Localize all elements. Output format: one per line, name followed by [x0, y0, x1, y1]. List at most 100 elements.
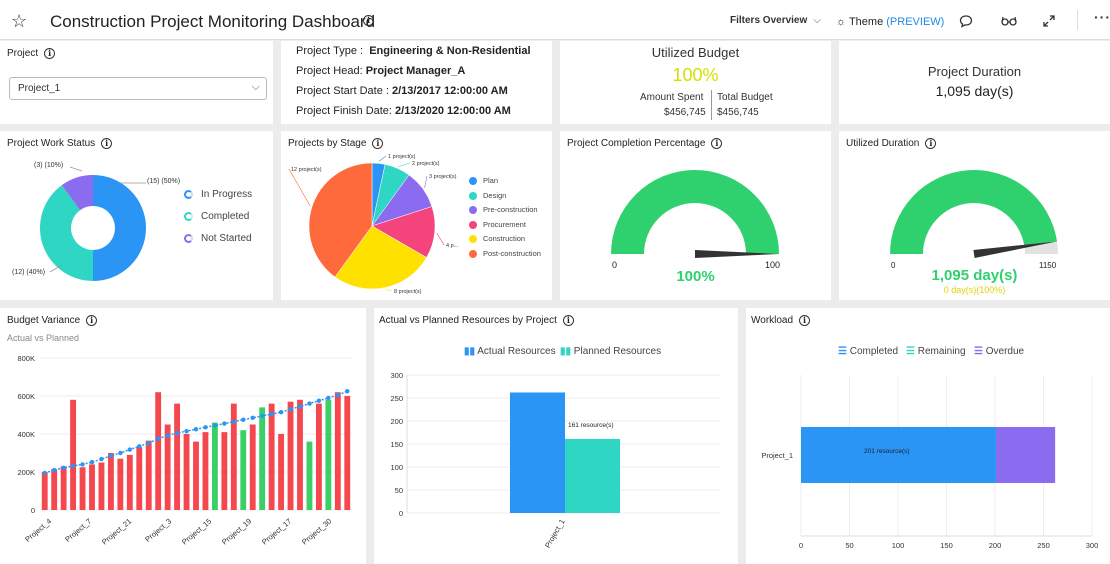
- planned-point: [250, 415, 255, 421]
- planned-point: [212, 423, 218, 428]
- legend-completed-label: Completed: [201, 211, 250, 222]
- legend-design[interactable]: Design: [469, 191, 506, 200]
- info-icon[interactable]: i: [799, 315, 811, 326]
- planned-point: [203, 425, 208, 430]
- legend-plan[interactable]: Plan: [469, 176, 498, 186]
- resource-bar-0: [510, 392, 565, 513]
- donut-slice-0: [93, 175, 146, 281]
- legend-dot-icon: [469, 220, 477, 229]
- stage-leader-line: [385, 289, 393, 292]
- donut-slice-label: (12) (40%): [12, 269, 45, 276]
- gauge-fill-arc: [611, 170, 779, 254]
- budget-bar: [136, 447, 143, 510]
- budget-bar: [297, 399, 303, 510]
- gauge-fill-arc: [890, 170, 1058, 254]
- info-icon[interactable]: i: [562, 315, 574, 326]
- workload-data-label: 201 resource(s): [864, 448, 910, 455]
- legend-completed[interactable]: ☰ Completed: [838, 346, 898, 357]
- y-tick-label: 0: [399, 509, 403, 518]
- workload-chart: 0 50 100 150 200 250 300 201 resource(s) Project…: [761, 375, 1098, 550]
- legend-label: Design: [483, 190, 507, 200]
- info-icon[interactable]: i: [86, 315, 98, 326]
- completion-gauge-min: 0: [612, 260, 618, 270]
- stage-leader-line: [424, 175, 428, 188]
- x-tick-label: 250: [1037, 541, 1050, 550]
- y-tick-label: 200: [390, 417, 403, 426]
- legend-not-started-label: Not Started: [201, 233, 252, 244]
- planned-point: [297, 404, 303, 409]
- budget-bar: [126, 454, 133, 510]
- stage-slice-4: [334, 225, 427, 290]
- planned-point: [89, 459, 95, 465]
- legend-pre-construction[interactable]: Pre-construction: [469, 205, 538, 215]
- more-options-icon[interactable]: ···: [1094, 9, 1110, 25]
- info-icon[interactable]: i: [101, 138, 113, 149]
- stage-leader-line: [288, 168, 311, 207]
- legend-actual-label: Actual Resources: [477, 346, 556, 357]
- y-tick-label: 150: [390, 440, 403, 449]
- bar-chart-icon: ▮▮: [560, 346, 572, 357]
- duration-gauge-title: Utilized Duration i: [846, 138, 937, 149]
- filters-overview-button[interactable]: Filters Overview ⌵: [730, 15, 821, 26]
- project-head-row: Project Head: Project Manager_A: [296, 65, 465, 77]
- budget-bar: [268, 403, 275, 510]
- legend-remaining[interactable]: ☰ Remaining: [906, 346, 966, 357]
- stage-slice-label: 3 project(s): [429, 174, 457, 180]
- legend-actual-resources[interactable]: ▮▮ Actual Resources: [464, 346, 556, 357]
- budget-bar: [334, 392, 341, 510]
- info-icon[interactable]: i: [711, 138, 723, 149]
- legend-dot-icon: [469, 235, 477, 244]
- legend-procurement[interactable]: Procurement: [469, 220, 526, 229]
- planned-point: [184, 428, 189, 434]
- project-selector-title: Project i: [7, 48, 56, 59]
- budget-bar: [325, 399, 332, 510]
- donut-slice-label: (3) (10%): [34, 162, 63, 169]
- legend-post-construction[interactable]: Post-construction: [469, 249, 541, 258]
- bar-chart-icon: ☰: [838, 346, 847, 357]
- legend-dot-icon: [469, 206, 477, 215]
- legend-construction[interactable]: Construction: [469, 234, 525, 244]
- work-status-card: Project Work Status i (15) (50%) (12) (40%…: [0, 131, 273, 300]
- glasses-icon[interactable]: [1001, 15, 1017, 27]
- project-select-value: Project_1: [18, 83, 61, 94]
- budget-bar: [79, 467, 86, 510]
- completion-gauge-card: Project Completion Percentage i 0 100 100…: [560, 131, 831, 300]
- header-divider: [1077, 10, 1078, 30]
- y-tick-label: 0: [31, 506, 35, 515]
- y-tick-label: 600K: [17, 392, 35, 401]
- resources-chart: 0 50 100 150 200 250 300 161 resource(s) Project…: [390, 371, 720, 549]
- filters-overview-label: Filters Overview: [730, 15, 808, 26]
- x-tick-label: 50: [845, 541, 853, 550]
- project-select[interactable]: Project_1 ⌵: [9, 77, 267, 100]
- budget-bar: [287, 401, 294, 510]
- project-info-card: Project Type : Engineering & Non-Residen…: [281, 41, 552, 124]
- budget-bar: [107, 453, 114, 510]
- work-status-title-text: Project Work Status: [7, 138, 96, 150]
- duration-gauge-min: 0: [891, 261, 896, 270]
- legend-not-started[interactable]: Not Started: [184, 233, 252, 244]
- stage-leader-line: [378, 155, 387, 162]
- donut-slice-2: [61, 175, 93, 211]
- legend-label: Post-construction: [483, 248, 541, 258]
- planned-point: [51, 467, 57, 473]
- project-finish-label: Project Finish Date:: [296, 105, 392, 117]
- legend-dot-icon: [469, 249, 477, 258]
- legend-label: Procurement: [483, 219, 526, 229]
- info-icon[interactable]: i: [372, 138, 384, 149]
- budget-variance-title: Budget Variance i: [7, 315, 98, 326]
- planned-point: [146, 440, 151, 446]
- legend-overdue[interactable]: ☰ Overdue: [974, 346, 1024, 357]
- legend-dot-icon: [469, 191, 477, 200]
- legend-planned-resources[interactable]: ▮▮ Planned Resources: [560, 346, 661, 357]
- legend-completed[interactable]: Completed: [184, 211, 249, 222]
- expand-icon[interactable]: [1043, 15, 1055, 27]
- theme-button[interactable]: ☼ Theme (PREVIEW): [836, 16, 944, 28]
- favorite-star-icon[interactable]: ☆: [11, 11, 28, 31]
- info-icon[interactable]: i: [363, 15, 374, 26]
- stage-slice-label: 1 project(s): [388, 154, 416, 160]
- info-icon[interactable]: i: [44, 48, 56, 59]
- stage-slice-label: 4 p...: [446, 243, 459, 249]
- comment-icon[interactable]: [959, 14, 973, 28]
- legend-in-progress[interactable]: In Progress: [184, 189, 252, 200]
- info-icon[interactable]: i: [925, 138, 937, 149]
